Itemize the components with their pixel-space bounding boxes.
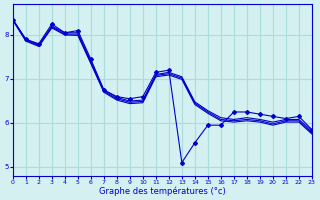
X-axis label: Graphe des températures (°c): Graphe des températures (°c): [99, 186, 226, 196]
